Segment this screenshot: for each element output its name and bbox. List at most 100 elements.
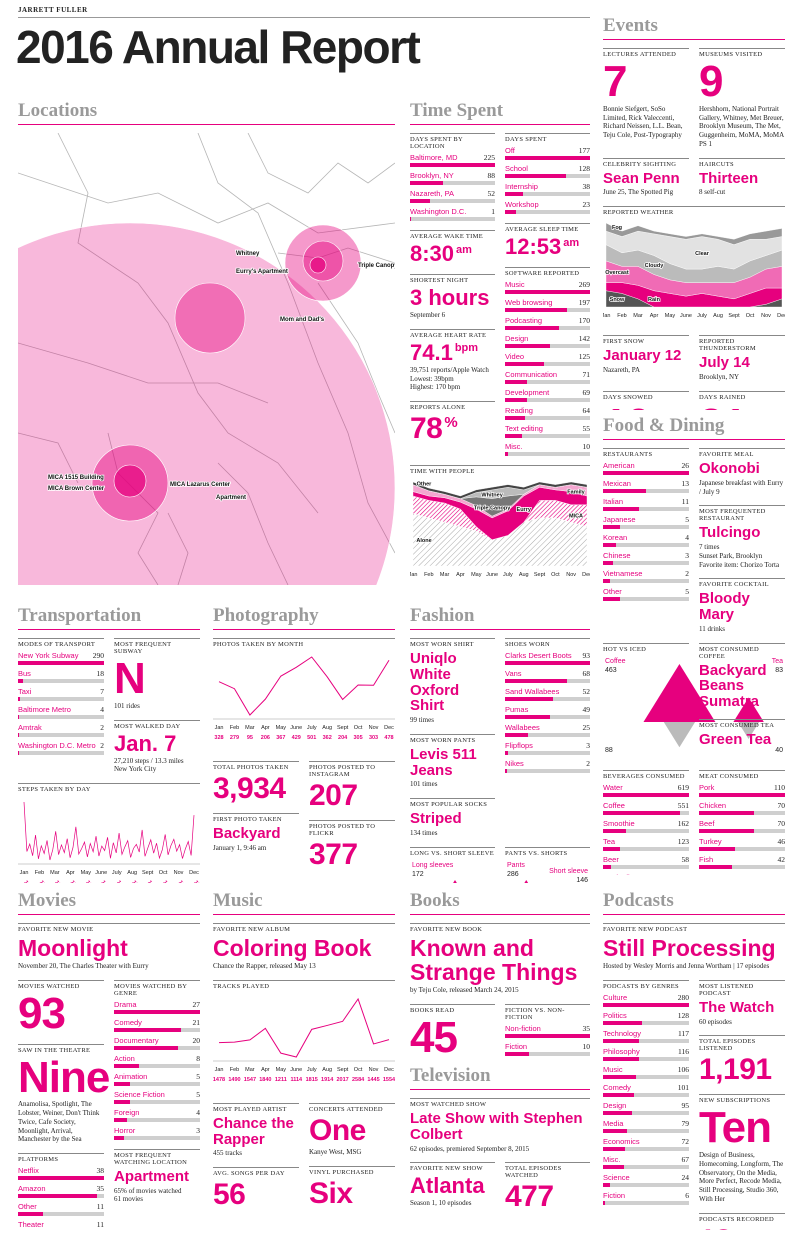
section-title: Time Spent <box>410 100 590 125</box>
stat-note: 62 episodes, premiered September 8, 2015 <box>410 1144 530 1153</box>
bar-list: Days spent by location Baltimore, MD 225 Br… <box>410 133 495 221</box>
bar-value: 25 <box>582 723 591 732</box>
bar-name: Web browsing <box>505 298 553 307</box>
stat-note: June 25, The Spotted Pig <box>603 188 674 197</box>
value-label: 1445 <box>367 1077 379 1083</box>
bar-list: Days spent Off 177 School 128 Internship 38 Wor… <box>505 133 590 214</box>
month-label: Sept <box>337 725 349 731</box>
stat-label: Most frequented restaurant <box>699 505 785 522</box>
bar-value: 3 <box>196 1125 200 1135</box>
row: Favorite new movie Moonlight November 20, … <box>18 923 200 980</box>
bar-value: 69 <box>582 388 591 397</box>
stat-note: Design of Business, Homecoming, Longform… <box>699 1151 784 1203</box>
series-label: Snow <box>610 297 625 303</box>
section: Time Spent Days spent by location Baltimor… <box>410 100 590 595</box>
stat-label: Favorite new show <box>410 1162 495 1172</box>
stat: Average heart rate 74.1 bpm 39,751 reports/… <box>410 328 495 392</box>
bar-value: 55 <box>582 424 591 433</box>
stat: Museums visited 9 Hershhorn, National Port… <box>699 48 785 149</box>
chart-label: Steps taken by day <box>18 783 200 793</box>
column: Restaurants American 26 Mexican 13 Italian 11 J… <box>603 448 689 643</box>
bar-value: 70 <box>777 800 786 810</box>
month-label: Nov <box>369 725 379 731</box>
chart-svg: Pants286Shorts47 <box>507 862 529 883</box>
month-label: Jan <box>215 725 224 731</box>
bar <box>603 864 612 869</box>
bar <box>505 751 508 755</box>
bar <box>603 507 640 511</box>
row: Podcasts by genres Culture 280 Politics 128 T… <box>603 979 785 1230</box>
column: Favorite new podcast Still Processing Host… <box>603 923 785 980</box>
month-label: June <box>680 313 692 319</box>
stat: Days snowed10 <box>603 390 689 410</box>
stat: Favorite new movie Moonlight November 20, … <box>18 923 200 971</box>
bar-track <box>603 507 689 511</box>
month-label: Dec <box>384 725 394 731</box>
value-text: Late Show with Stephen Colbert <box>410 1110 583 1143</box>
bar <box>603 1164 624 1169</box>
column: Photos taken by month Jan 328 Feb 279 Mar 95 Ap… <box>213 638 395 761</box>
month-label: Mar <box>633 313 643 319</box>
iced-value: 40 <box>775 747 783 754</box>
bar-row: Amtrak 2 <box>18 723 104 732</box>
series-label: Cloudy <box>645 263 665 269</box>
map-label: Whitney <box>236 251 260 257</box>
bar-track <box>505 192 590 196</box>
bar-list: Podcasts by genres Culture 280 Politics 128 T… <box>603 979 689 1205</box>
bar-list-label: Meat consumed <box>699 769 785 780</box>
value-text: 45 <box>410 1013 458 1062</box>
bar-name: Pumas <box>505 705 529 714</box>
month-label: June <box>290 725 302 731</box>
bar-list: Movies watched by genre Drama 27 Comedy 21 Do… <box>114 979 201 1140</box>
value-label: 1211 <box>275 1077 287 1083</box>
bar-row: Brooklyn, NY 88 <box>410 171 495 180</box>
bar-name: Design <box>603 1100 627 1110</box>
bar <box>699 810 754 815</box>
bar-row: School 128 <box>505 164 590 173</box>
bar-row: Fiction 10 <box>505 1042 590 1051</box>
bar-row: Philosophy 116 <box>603 1047 689 1056</box>
stat-label: Haircuts <box>699 157 785 168</box>
bar-value: 71 <box>582 370 591 379</box>
bar-track <box>603 1038 689 1043</box>
bar-list-label: Shoes worn <box>505 638 590 648</box>
area-chart: Time with people Alone MICA Eurry Family Trip… <box>410 465 590 585</box>
stat: First snow January 12 Nazareth, PA <box>603 335 689 375</box>
bar-name: Flipflops <box>505 741 533 750</box>
bar-value: 20 <box>192 1035 201 1045</box>
bar-value: 8 <box>196 1053 200 1063</box>
bar <box>505 715 550 719</box>
stat-label: Days snowed <box>603 390 689 401</box>
month-label: Jan <box>20 870 29 876</box>
value-text: January 12 <box>603 347 682 365</box>
stat: Lectures attended 7 Bonnie Siefgert, SoSo … <box>603 48 689 140</box>
bar-row: Japanese 5 <box>603 515 689 524</box>
bar-track <box>603 1146 689 1151</box>
stat: Haircuts Thirteen 8 self-cut <box>699 157 785 198</box>
bar-value: 5 <box>685 515 689 524</box>
column: Days spent Off 177 School 128 Internship 38 Wor… <box>505 133 590 465</box>
stat-value: One <box>309 1115 395 1146</box>
bar-row: Podcasting 170 <box>505 316 590 325</box>
stat-value: Green Tea <box>699 731 785 748</box>
bar-list-label: Modes of transport <box>18 638 104 648</box>
bar-name: Amazon <box>18 1184 46 1194</box>
row: Beverages consumed Water 619 Coffee 551 Smoot… <box>603 769 786 876</box>
bar-row: American 26 <box>603 461 689 470</box>
bar-name: Cocktail <box>603 873 630 876</box>
item-name: Coffee <box>605 658 626 665</box>
month-label: Apr <box>261 725 270 731</box>
bar-value: 13 <box>681 479 690 488</box>
item-name: Tea <box>772 658 783 665</box>
bar-name: Theater <box>18 1220 44 1230</box>
bar-row: Comedy 101 <box>603 1083 689 1092</box>
bar-track <box>18 1194 104 1199</box>
stat-value: 18 <box>699 1225 785 1230</box>
bar-track <box>603 1200 689 1205</box>
value-text: 3 hours <box>410 285 490 310</box>
stat-label: Museums visited <box>699 48 785 58</box>
bar-value: 10 <box>582 1042 591 1052</box>
bar <box>505 210 517 214</box>
bar-row: Horror 3 <box>114 1126 200 1135</box>
bar-row: Fish 42 <box>699 855 785 864</box>
